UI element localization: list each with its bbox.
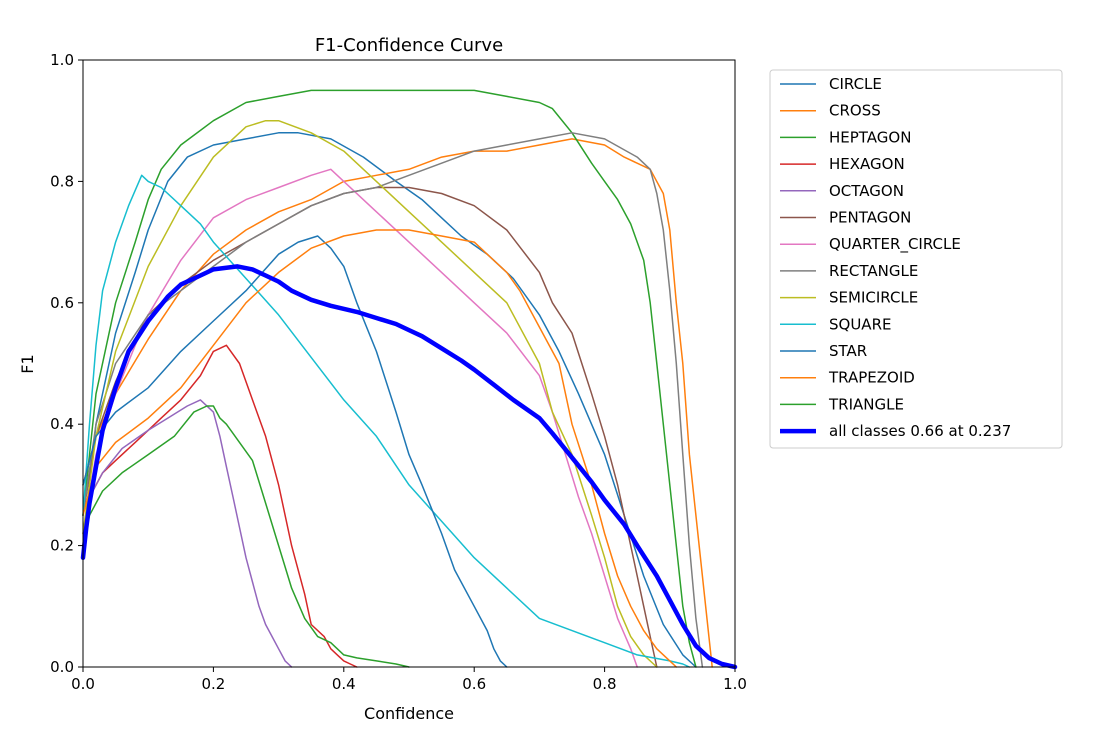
legend-label: all classes 0.66 at 0.237: [829, 422, 1011, 440]
y-axis-ticks: 0.0 0.2 0.4 0.6 0.8 1.0: [50, 51, 83, 676]
x-tick-label: 0.6: [462, 675, 486, 693]
x-tick-label: 1.0: [723, 675, 747, 693]
series-line-quarter-circle: [82, 168, 638, 668]
legend-entries: CIRCLE CROSS HEPTAGON HEXAGON OCTAGON PENTAGO…: [780, 75, 1011, 440]
legend-label: SQUARE: [829, 315, 891, 333]
x-tick-label: 0.0: [71, 675, 95, 693]
x-tick-label: 0.2: [201, 675, 225, 693]
y-tick-label: 0.6: [50, 294, 74, 312]
legend-box: [769, 69, 1063, 449]
legend-label: OCTAGON: [829, 182, 904, 200]
legend-label: TRAPEZOID: [828, 369, 915, 387]
legend-label: CROSS: [829, 102, 881, 120]
legend-label: CIRCLE: [829, 75, 882, 93]
y-tick-label: 0.0: [50, 658, 74, 676]
y-tick-label: 0.2: [50, 537, 74, 555]
y-tick-label: 0.4: [50, 415, 74, 433]
legend: CIRCLE CROSS HEPTAGON HEXAGON OCTAGON PENTAGO…: [769, 69, 1063, 449]
legend-label: RECTANGLE: [829, 262, 918, 280]
series-line-all-classes-0-66-at-0-237: [80, 264, 738, 670]
series-line-octagon: [82, 399, 293, 668]
legend-label: SEMICIRCLE: [829, 289, 918, 307]
y-tick-label: 1.0: [50, 51, 74, 69]
series-line-pentagon: [82, 186, 658, 668]
y-axis-label: F1: [18, 354, 37, 373]
series-line-star: [82, 235, 508, 668]
chart-title: F1-Confidence Curve: [315, 35, 503, 56]
x-tick-label: 0.4: [332, 675, 356, 693]
x-axis-label: Confidence: [364, 704, 454, 723]
series-line-square: [82, 174, 691, 668]
series-line-circle: [82, 132, 697, 668]
legend-label: TRIANGLE: [828, 395, 904, 413]
x-tick-label: 0.8: [593, 675, 617, 693]
legend-label: HEPTAGON: [829, 128, 911, 146]
series-line-trapezoid: [82, 229, 678, 668]
legend-label: PENTAGON: [829, 209, 911, 227]
plot-lines: [80, 89, 738, 670]
series-line-triangle: [82, 405, 410, 668]
series-line-cross: [82, 138, 713, 668]
y-tick-label: 0.8: [50, 172, 74, 190]
legend-label: HEXAGON: [829, 155, 905, 173]
plot-frame: [82, 59, 736, 668]
x-axis-ticks: 0.0 0.2 0.4 0.6 0.8 1.0: [71, 667, 747, 693]
legend-label: QUARTER_CIRCLE: [829, 235, 961, 254]
legend-label: STAR: [829, 342, 867, 360]
series-line-heptagon: [82, 89, 697, 668]
series-line-hexagon: [82, 344, 358, 668]
